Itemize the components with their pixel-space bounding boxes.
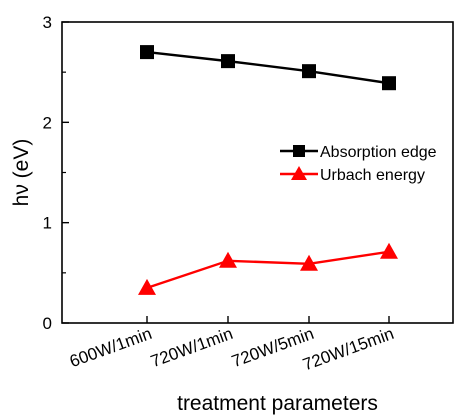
x-axis-title: treatment parameters xyxy=(177,392,378,415)
x-tick-label: 720W/1min xyxy=(148,324,235,371)
legend-label: Urbach energy xyxy=(320,167,425,184)
legend: Absorption edge Urbach energy xyxy=(280,144,437,184)
legend-item: Absorption edge xyxy=(280,144,437,161)
data-point xyxy=(138,278,156,295)
y-tick-label: 3 xyxy=(43,13,52,32)
x-tick-label: 600W/1min xyxy=(67,324,154,371)
data-point xyxy=(140,45,154,60)
data-point xyxy=(219,251,237,268)
y-tick-label: 1 xyxy=(43,214,52,233)
y-tick-label: 2 xyxy=(43,113,52,132)
series-line xyxy=(146,50,390,85)
y-tick-label: 0 xyxy=(43,314,52,333)
legend-item: Urbach energy xyxy=(280,166,425,184)
series-absorption-edge xyxy=(140,45,396,91)
series-line xyxy=(146,250,390,290)
legend-marker xyxy=(291,166,307,180)
legend-label: Absorption edge xyxy=(320,144,437,161)
y-axis-title: hν (eV) xyxy=(10,139,33,207)
legend-marker xyxy=(293,145,305,157)
x-tick-label: 720W/15min xyxy=(300,324,396,374)
y-axis: 0 1 2 3 xyxy=(43,13,69,333)
data-point xyxy=(221,54,235,69)
data-point xyxy=(380,242,398,259)
data-point xyxy=(300,254,318,271)
series-urbach-energy xyxy=(138,242,398,295)
data-point xyxy=(382,76,396,91)
series-layer xyxy=(138,45,398,295)
data-point xyxy=(302,64,316,79)
